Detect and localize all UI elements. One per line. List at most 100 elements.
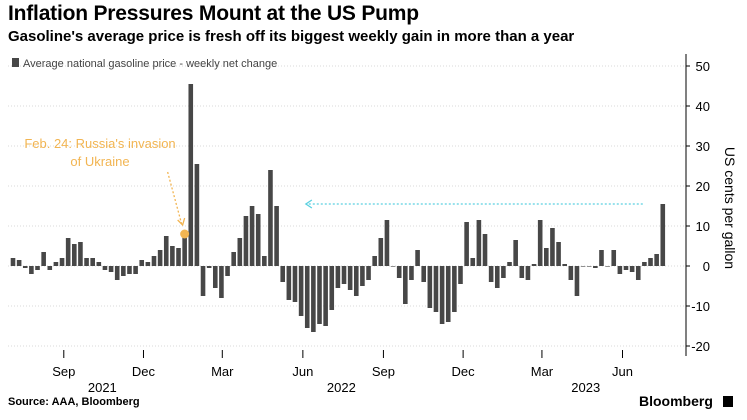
x-year-label: 2023 [571,380,600,395]
bar [403,266,408,304]
x-tick-label: Jun [292,364,313,379]
bar [531,264,537,266]
bar [249,206,255,266]
annotation: Feb. 24: Russia's invasion of Ukraine [24,136,190,239]
bar [537,220,543,266]
bar [255,214,261,266]
grid [8,65,686,347]
y-tick-label: -20 [691,339,710,354]
bar [151,256,157,266]
bar [108,266,114,272]
annotation-arrowhead [177,217,186,227]
bar [421,266,427,282]
bar [22,266,28,268]
bar [360,266,365,286]
bar [482,234,488,266]
bar [298,266,304,316]
bar [353,266,359,296]
x-tick-label: Sep [52,364,75,379]
bar [10,258,16,266]
y-tick-label: 50 [696,59,710,74]
bar [445,266,451,322]
bar [494,266,500,288]
bar [341,266,347,284]
bar [114,266,120,280]
bar [304,266,310,328]
bar [470,258,476,266]
bar [329,266,335,310]
y-tick-label: 0 [703,259,710,274]
x-axis: Sep Dec Mar Jun Sep Dec Mar Jun 2021 2022 2023 [52,350,633,395]
bar [501,266,506,278]
bar [635,266,641,280]
bar [121,266,126,276]
bar [163,236,169,266]
bar [84,258,89,266]
bar [72,244,77,266]
x-tick-label: Jun [612,364,633,379]
y-axis: 50 40 30 20 10 0 -10 -20 [685,54,710,356]
bar [133,266,138,274]
bar [182,234,187,266]
bar [335,266,341,288]
bar [231,252,236,266]
bar [439,266,445,324]
bars [10,84,666,332]
bar [225,266,230,276]
bar [458,266,463,284]
bar [188,84,194,266]
bar [660,204,666,266]
bar [237,238,243,266]
bar [390,266,396,267]
bar [200,266,206,296]
bar [16,260,22,266]
bar [274,206,279,266]
bar [311,266,316,332]
bar [280,266,286,282]
bar [378,238,384,266]
bar [366,266,371,280]
bar [623,266,629,270]
bar [292,266,298,302]
bar [219,266,224,298]
chart-subtitle: Gasoline's average price is fresh off it… [8,28,575,45]
bar [35,266,40,270]
bar [323,266,328,326]
bar [574,266,580,296]
x-tick-label: Dec [132,364,156,379]
bar [47,266,53,270]
bar [617,266,623,274]
bar [433,266,439,312]
bar [488,266,494,282]
x-year-label: 2021 [88,380,117,395]
x-tick-label: Sep [372,364,395,379]
bar [427,266,433,308]
bar [194,164,200,266]
annotation-leader-line [167,171,183,225]
bloomberg-mark-icon [723,396,733,407]
bar [611,250,617,266]
bar [396,266,402,278]
bar [562,264,567,266]
x-year-label: 2022 [327,380,356,395]
bar [580,266,586,267]
bar [176,248,181,266]
bar [642,262,647,266]
bar [29,266,34,274]
bar [127,266,132,274]
annotation-marker [180,229,190,239]
bar [41,252,46,266]
bar [96,262,102,266]
x-tick-label: Dec [452,364,476,379]
bar [629,266,635,272]
bloomberg-logo: Bloomberg [639,393,713,409]
bar [525,266,531,280]
y-tick-label: 30 [696,139,710,154]
bar [599,250,604,266]
bar [53,262,59,266]
bar [384,220,390,266]
y-tick-label: -10 [691,299,710,314]
bar [262,256,267,266]
legend-swatch [12,58,19,67]
bar [139,260,145,266]
